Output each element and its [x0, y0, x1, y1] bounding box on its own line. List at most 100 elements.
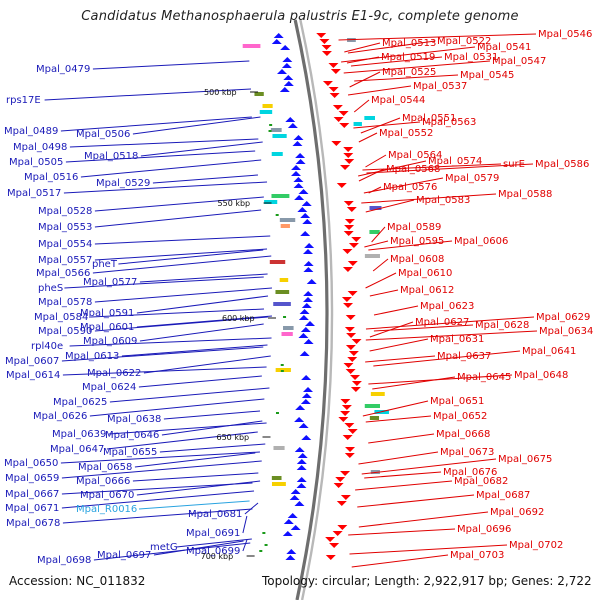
- right-gene-label[interactable]: Mpal_0519: [381, 52, 435, 63]
- right-gene-label[interactable]: Mpal_0583: [416, 195, 470, 206]
- left-gene-label[interactable]: Mpal_0506: [76, 129, 130, 140]
- right-gene-label[interactable]: Mpal_0702: [509, 540, 563, 551]
- left-gene-label[interactable]: Mpal_0479: [36, 64, 90, 75]
- left-gene-label[interactable]: Mpal_0529: [96, 178, 150, 189]
- right-gene-label[interactable]: Mpal_0676: [443, 467, 497, 478]
- left-gene-label[interactable]: metG: [150, 542, 178, 553]
- left-gene-label[interactable]: Mpal_0697: [97, 550, 151, 561]
- left-gene-label[interactable]: Mpal_0646: [105, 430, 159, 441]
- left-gene-label[interactable]: Mpal_0609: [83, 336, 137, 347]
- left-gene-label[interactable]: Mpal_0667: [5, 489, 59, 500]
- left-gene-label[interactable]: Mpal_0659: [5, 473, 59, 484]
- left-gene-label[interactable]: Mpal_0638: [107, 414, 161, 425]
- left-gene-label[interactable]: Mpal_0671: [5, 503, 59, 514]
- right-gene-label[interactable]: Mpal_0668: [436, 429, 490, 440]
- right-gene-label[interactable]: Mpal_0579: [445, 173, 499, 184]
- left-gene-label[interactable]: Mpal_0655: [103, 447, 157, 458]
- left-gene-label[interactable]: Mpal_0505: [9, 157, 63, 168]
- left-gene-label[interactable]: Mpal_0557: [38, 255, 92, 266]
- right-gene-label[interactable]: Mpal_0648: [514, 370, 568, 381]
- left-gene-label[interactable]: Mpal_0681: [188, 509, 242, 520]
- left-gene-label[interactable]: Mpal_0584: [34, 312, 88, 323]
- right-gene-label[interactable]: Mpal_0631: [430, 334, 484, 345]
- left-gene-label[interactable]: Mpal_0622: [87, 368, 141, 379]
- right-gene-label[interactable]: Mpal_0568: [386, 164, 440, 175]
- right-gene-label[interactable]: Mpal_0545: [460, 70, 514, 81]
- left-gene-label[interactable]: pheS: [38, 283, 63, 294]
- right-gene-label[interactable]: Mpal_0692: [490, 507, 544, 518]
- left-gene-label[interactable]: Mpal_0666: [76, 476, 130, 487]
- right-gene-label[interactable]: Mpal_0606: [454, 236, 508, 247]
- left-gene-label[interactable]: Mpal_0591: [80, 308, 134, 319]
- right-gene-label[interactable]: Mpal_0687: [476, 490, 530, 501]
- right-gene-label[interactable]: Mpal_0564: [388, 150, 442, 161]
- left-gene-label[interactable]: Mpal_0691: [186, 528, 240, 539]
- left-gene-label[interactable]: Mpal_0489: [4, 126, 58, 137]
- right-gene-label[interactable]: Mpal_0541: [477, 42, 531, 53]
- right-gene-label[interactable]: Mpal_0552: [379, 128, 433, 139]
- left-gene-label[interactable]: Mpal_0650: [4, 458, 58, 469]
- left-gene-label[interactable]: Mpal_0613: [65, 351, 119, 362]
- left-gene-label[interactable]: Mpal_0678: [6, 518, 60, 529]
- left-gene-label[interactable]: Mpal_0607: [5, 356, 59, 367]
- right-gene-label[interactable]: Mpal_0589: [387, 222, 441, 233]
- right-gene-label[interactable]: Mpal_0531: [444, 52, 498, 63]
- right-gene-label[interactable]: Mpal_0652: [433, 411, 487, 422]
- left-gene-label[interactable]: rpl40e: [31, 341, 63, 352]
- right-gene-label[interactable]: Mpal_0546: [538, 29, 592, 40]
- left-gene-label[interactable]: Mpal_0670: [80, 490, 134, 501]
- left-gene-label[interactable]: Mpal_0614: [6, 370, 60, 381]
- right-gene-label[interactable]: Mpal_0627: [415, 317, 469, 328]
- right-gene-label[interactable]: Mpal_0595: [390, 236, 444, 247]
- right-gene-label[interactable]: Mpal_0703: [450, 550, 504, 561]
- right-gene-label[interactable]: Mpal_0537: [413, 81, 467, 92]
- left-gene-label[interactable]: Mpal_0626: [33, 411, 87, 422]
- right-gene-label[interactable]: Mpal_0651: [430, 396, 484, 407]
- right-gene-label[interactable]: Mpal_0696: [457, 524, 511, 535]
- left-gene-label[interactable]: Mpal_0625: [53, 397, 107, 408]
- right-gene-label[interactable]: Mpal_0637: [437, 351, 491, 362]
- right-gene-label[interactable]: Mpal_0675: [498, 454, 552, 465]
- right-gene-label[interactable]: Mpal_0513: [382, 38, 436, 49]
- left-gene-label[interactable]: Mpal_0554: [38, 239, 92, 250]
- right-gene-label[interactable]: Mpal_0574: [428, 156, 482, 167]
- left-gene-label[interactable]: rps17E: [6, 95, 41, 106]
- right-gene-label[interactable]: Mpal_0645: [457, 372, 511, 383]
- left-gene-label[interactable]: Mpal_0624: [82, 382, 136, 393]
- left-gene-label[interactable]: Mpal_0601: [80, 322, 134, 333]
- right-gene-label[interactable]: Mpal_0563: [422, 117, 476, 128]
- left-gene-label[interactable]: Mpal_0516: [24, 172, 78, 183]
- right-gene-label[interactable]: Mpal_0522: [437, 36, 491, 47]
- right-gene-label[interactable]: Mpal_0623: [420, 301, 474, 312]
- left-gene-label[interactable]: Mpal_0578: [38, 297, 92, 308]
- left-gene-label[interactable]: pheT: [92, 259, 118, 270]
- left-gene-label[interactable]: Mpal_0698: [37, 555, 91, 566]
- left-gene-label[interactable]: Mpal_0658: [78, 462, 132, 473]
- left-gene-label[interactable]: Mpal_0498: [13, 142, 67, 153]
- right-gene-label[interactable]: Mpal_0641: [522, 346, 576, 357]
- left-gene-label[interactable]: Mpal_0639: [52, 429, 106, 440]
- right-gene-label[interactable]: Mpal_0612: [400, 285, 454, 296]
- right-gene-label[interactable]: Mpal_0544: [371, 95, 425, 106]
- right-gene-label[interactable]: Mpal_0576: [383, 182, 437, 193]
- left-gene-label[interactable]: Mpal_0518: [84, 151, 138, 162]
- right-gene-label[interactable]: Mpal_0608: [390, 254, 444, 265]
- right-gene-label[interactable]: Mpal_0547: [492, 56, 546, 67]
- left-gene-label[interactable]: Mpal_0590: [38, 326, 92, 337]
- right-gene-label[interactable]: Mpal_0673: [440, 447, 494, 458]
- left-gene-label[interactable]: Mpal_0566: [36, 268, 90, 279]
- left-gene-label[interactable]: Mpal_0528: [38, 206, 92, 217]
- right-gene-label[interactable]: Mpal_0629: [536, 312, 590, 323]
- right-gene-label[interactable]: surE: [503, 159, 525, 170]
- right-gene-label[interactable]: Mpal_0588: [498, 189, 552, 200]
- right-gene-label[interactable]: Mpal_0610: [398, 268, 452, 279]
- right-gene-label[interactable]: Mpal_0525: [382, 67, 436, 78]
- left-gene-label[interactable]: Mpal_0553: [38, 222, 92, 233]
- right-gene-label[interactable]: Mpal_0682: [454, 476, 508, 487]
- right-gene-label[interactable]: Mpal_0628: [475, 320, 529, 331]
- right-gene-label[interactable]: Mpal_0551: [402, 113, 456, 124]
- right-gene-label[interactable]: Mpal_0586: [535, 159, 589, 170]
- left-gene-label[interactable]: Mpal_0577: [83, 277, 137, 288]
- left-gene-label[interactable]: Mpal_0699: [186, 546, 240, 557]
- right-gene-label[interactable]: Mpal_0634: [539, 326, 593, 337]
